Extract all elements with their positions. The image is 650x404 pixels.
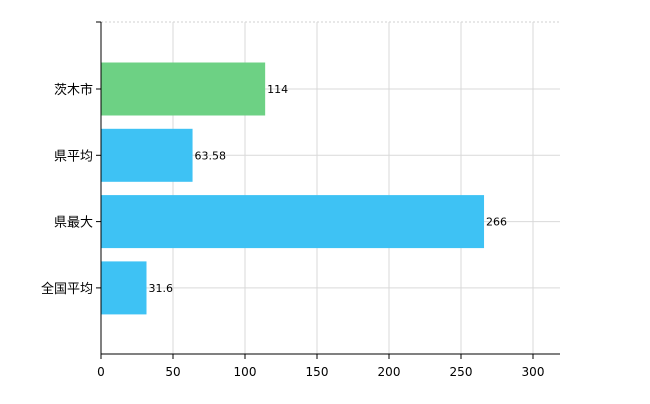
bar-0: [101, 62, 266, 116]
data-label: 114: [267, 83, 288, 96]
x-tick-label: 100: [234, 365, 257, 379]
data-label: 31.6: [149, 282, 174, 295]
labels: 0 50 100 150 200 250 300 茨木市 114 県平均 63.58 県最大 266 全国…: [41, 82, 544, 379]
category-label: 茨木市: [54, 82, 93, 98]
x-tick-label: 50: [165, 365, 180, 379]
grid-lines: [101, 21, 560, 354]
x-tick-label: 0: [97, 365, 105, 379]
data-label: 266: [486, 216, 507, 229]
bars: [101, 62, 485, 315]
bar-1: [101, 128, 193, 182]
bar-3: [101, 261, 147, 315]
x-tick-label: 250: [450, 365, 473, 379]
x-tick-label: 300: [522, 365, 545, 379]
category-label: 全国平均: [41, 281, 93, 297]
bar-2: [101, 195, 485, 249]
data-label: 63.58: [195, 149, 227, 162]
category-label: 県最大: [54, 216, 93, 231]
x-tick-label: 200: [378, 365, 401, 379]
x-tick-label: 150: [306, 365, 329, 379]
axes: [96, 21, 560, 359]
category-label: 県平均: [54, 149, 93, 164]
